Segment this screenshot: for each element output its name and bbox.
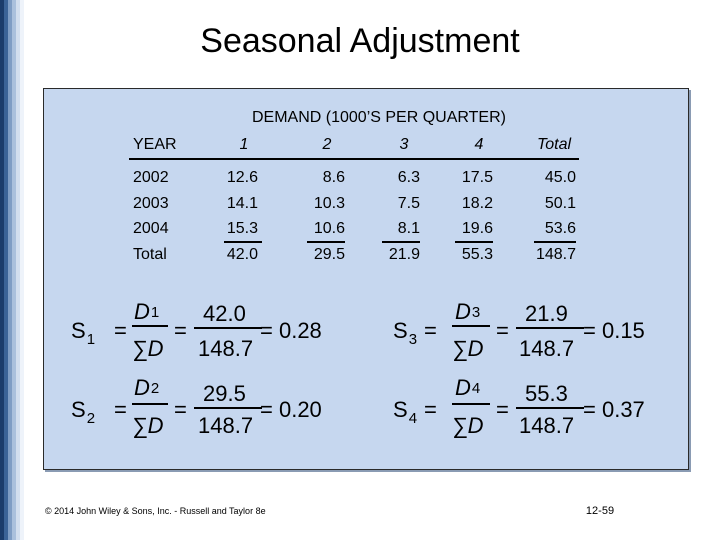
table-cell: 42.0 [226,246,258,263]
fraction-line [452,403,490,405]
equals-sign: = [114,318,127,343]
header-q4: 4 [474,136,484,153]
year-cell: 2004 [133,220,169,237]
table-cell: 53.6 [544,220,576,237]
table-cell: 10.3 [313,195,345,212]
table-cell: 148.7 [535,246,576,263]
table-cell: 12.6 [226,169,258,186]
s1-value-den: 148.7 [198,336,254,361]
s3-value-den: 148.7 [519,336,575,361]
header-rule [129,158,579,160]
table-cell: 10.6 [313,220,345,237]
s4-value-num: 55.3 [525,381,568,406]
s4-result: = 0.37 [583,397,645,422]
year-cell: Total [133,246,167,263]
table-cell: 6.3 [397,169,420,186]
s1-label: S1 [71,318,96,348]
total-underline [224,241,262,243]
s3-label: S3 [393,318,418,348]
table-cell: 19.6 [461,220,493,237]
fraction-line [194,407,262,409]
year-cell: 2002 [133,169,169,186]
table-cell: 14.1 [226,195,258,212]
total-underline [455,241,493,243]
header-q3: 3 [399,136,409,153]
total-underline [534,241,576,243]
s1-numerator: D1 [134,299,160,324]
s2-denominator: ∑D [132,413,164,438]
equals-sign: = [496,318,509,343]
s4-label: S4 [393,397,418,427]
equals-sign: = [174,318,187,343]
total-underline [307,241,345,243]
fraction-line [132,403,168,405]
table-cell: 8.6 [322,169,345,186]
header-total: Total [536,136,572,153]
table-cell: 8.1 [397,220,420,237]
s1-value-num: 42.0 [203,301,246,326]
equals-sign: = [174,397,187,422]
table-cell: 7.5 [397,195,420,212]
fraction-line [516,327,584,329]
equals-sign: = [424,397,437,422]
fraction-line [194,327,262,329]
table-cell: 18.2 [461,195,493,212]
slide-title: Seasonal Adjustment [200,22,520,60]
fraction-line [516,407,584,409]
equals-sign: = [424,318,437,343]
s3-value-num: 21.9 [525,301,568,326]
table-caption: DEMAND (1000’S PER QUARTER) [252,109,506,126]
total-underline [382,241,420,243]
s2-value-den: 148.7 [198,413,254,438]
header-q2: 2 [322,136,332,153]
s3-denominator: ∑D [452,336,484,361]
s2-value-num: 29.5 [203,381,246,406]
content-panel: DEMAND (1000’S PER QUARTER) YEAR 1 2 3 4… [43,88,689,470]
table-cell: 17.5 [461,169,493,186]
copyright-footer: © 2014 John Wiley & Sons, Inc. - Russell… [45,506,266,516]
table-cell: 21.9 [388,246,420,263]
s4-denominator: ∑D [452,413,484,438]
page-number: 12-59 [585,505,615,517]
equals-sign: = [496,397,509,422]
header-year: YEAR [133,136,177,153]
table-cell: 29.5 [313,246,345,263]
s3-result: = 0.15 [583,318,645,343]
table-cell: 55.3 [461,246,493,263]
year-cell: 2003 [133,195,169,212]
s1-result: = 0.28 [260,318,322,343]
fraction-line [452,325,490,327]
table-cell: 45.0 [544,169,576,186]
s4-value-den: 148.7 [519,413,575,438]
decorative-sidebar [0,0,24,540]
s2-numerator: D2 [134,375,160,400]
s2-label: S2 [71,397,96,427]
s4-numerator: D4 [455,375,481,400]
fraction-line [132,325,168,327]
table-cell: 15.3 [226,220,258,237]
s2-result: = 0.20 [260,397,322,422]
s3-numerator: D3 [455,299,481,324]
table-cell: 50.1 [544,195,576,212]
header-q1: 1 [239,136,249,153]
equals-sign: = [114,397,127,422]
s1-denominator: ∑D [132,336,164,361]
